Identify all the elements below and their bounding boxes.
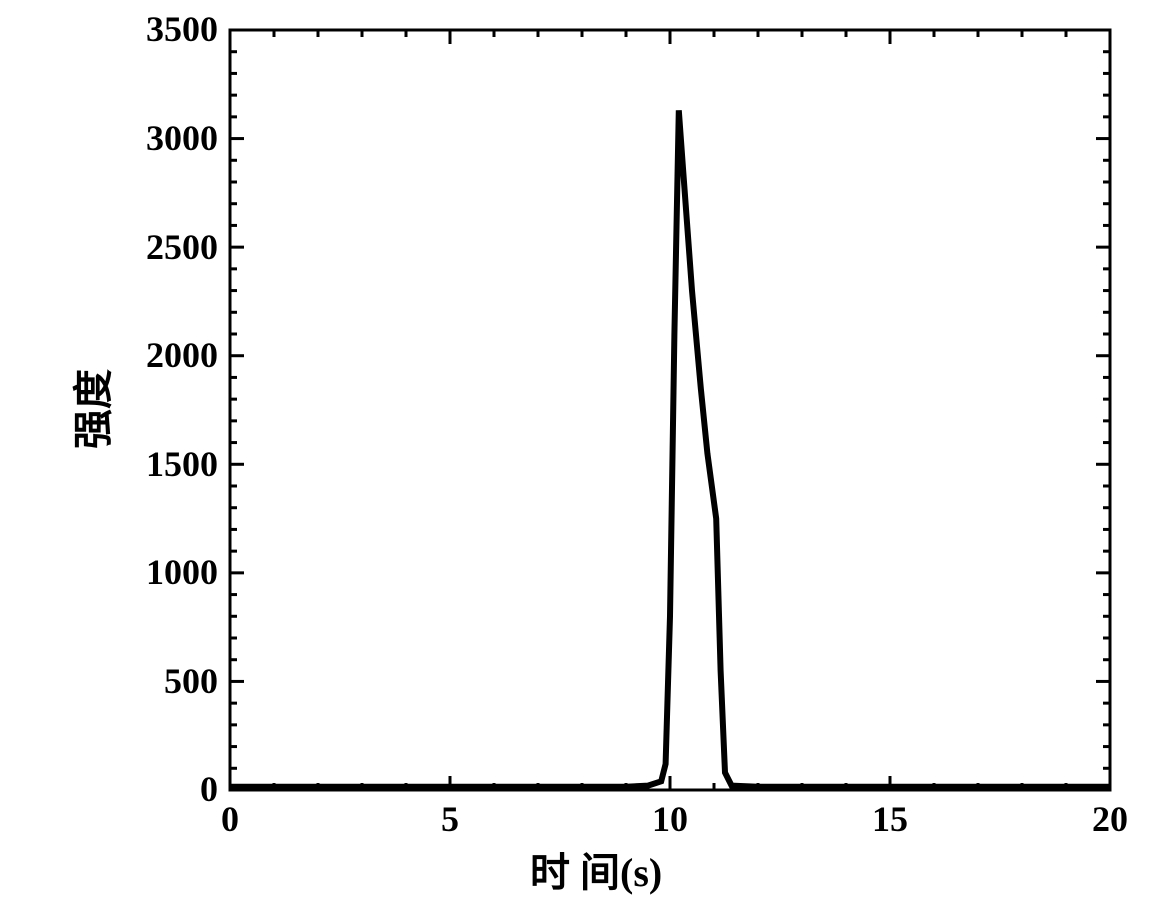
x-tick-label: 15	[850, 798, 930, 840]
chart-container: 强度 时 间(s) 051015200500100015002000250030…	[0, 0, 1158, 903]
x-tick-label: 5	[410, 798, 490, 840]
y-tick-label: 1000	[146, 551, 218, 593]
y-tick-label: 3000	[146, 117, 218, 159]
y-axis-label: 强度	[61, 309, 119, 509]
y-tick-label: 0	[200, 768, 218, 810]
y-tick-label: 1500	[146, 443, 218, 485]
x-tick-label: 10	[630, 798, 710, 840]
y-tick-label: 3500	[146, 8, 218, 50]
x-axis-label: 时 间(s)	[530, 840, 662, 898]
y-tick-label: 2500	[146, 226, 218, 268]
y-tick-label: 2000	[146, 334, 218, 376]
y-tick-label: 500	[164, 660, 218, 702]
x-tick-label: 20	[1070, 798, 1150, 840]
